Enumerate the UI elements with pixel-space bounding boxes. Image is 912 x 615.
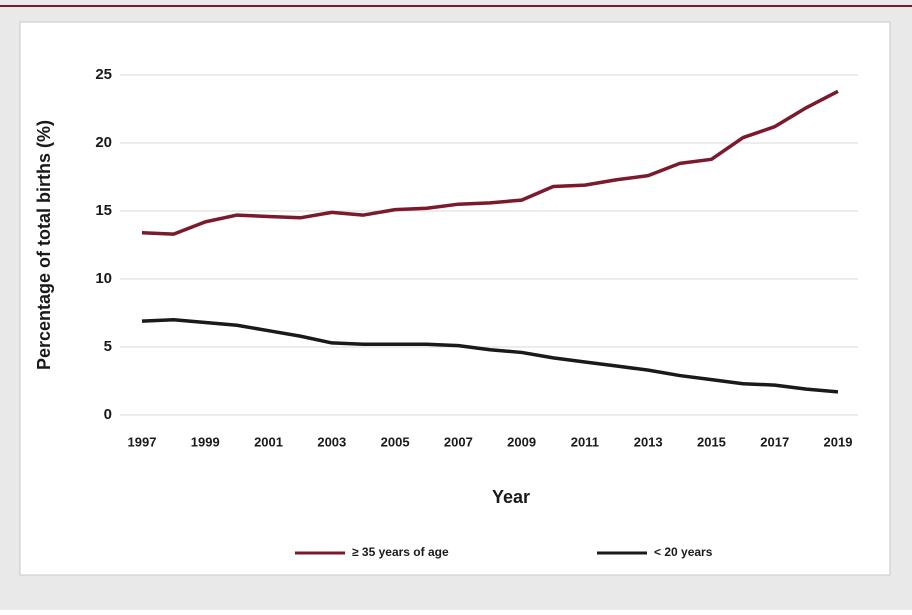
- y-tick-label: 0: [104, 406, 112, 423]
- x-tick-label: 2005: [381, 434, 410, 449]
- y-tick-label: 20: [95, 134, 112, 151]
- y-tick-label: 10: [95, 270, 112, 287]
- x-tick-label: 2013: [634, 434, 663, 449]
- y-tick-label: 5: [104, 338, 112, 355]
- legend-label: ≥ 35 years of age: [352, 545, 449, 559]
- x-tick-label: 2009: [507, 434, 536, 449]
- x-axis-label: Year: [492, 487, 530, 507]
- data-line: [141, 318, 839, 394]
- x-tick-label: 1997: [128, 434, 157, 449]
- x-tick-label: 2001: [254, 434, 283, 449]
- legend-label: < 20 years: [654, 545, 713, 559]
- x-tick-label: 2015: [697, 434, 726, 449]
- y-tick-label: 15: [95, 202, 112, 219]
- data-line: [141, 89, 839, 236]
- x-tick-label: 2019: [824, 434, 853, 449]
- x-tick-label: 1999: [191, 434, 220, 449]
- x-tick-label: 2003: [317, 434, 346, 449]
- y-axis-label: Percentage of total births (%): [34, 120, 54, 370]
- x-tick-label: 2007: [444, 434, 473, 449]
- y-tick-label: 25: [95, 66, 112, 83]
- x-tick-label: 2011: [571, 434, 599, 449]
- plot-panel: [19, 21, 891, 576]
- x-tick-label: 2017: [760, 434, 789, 449]
